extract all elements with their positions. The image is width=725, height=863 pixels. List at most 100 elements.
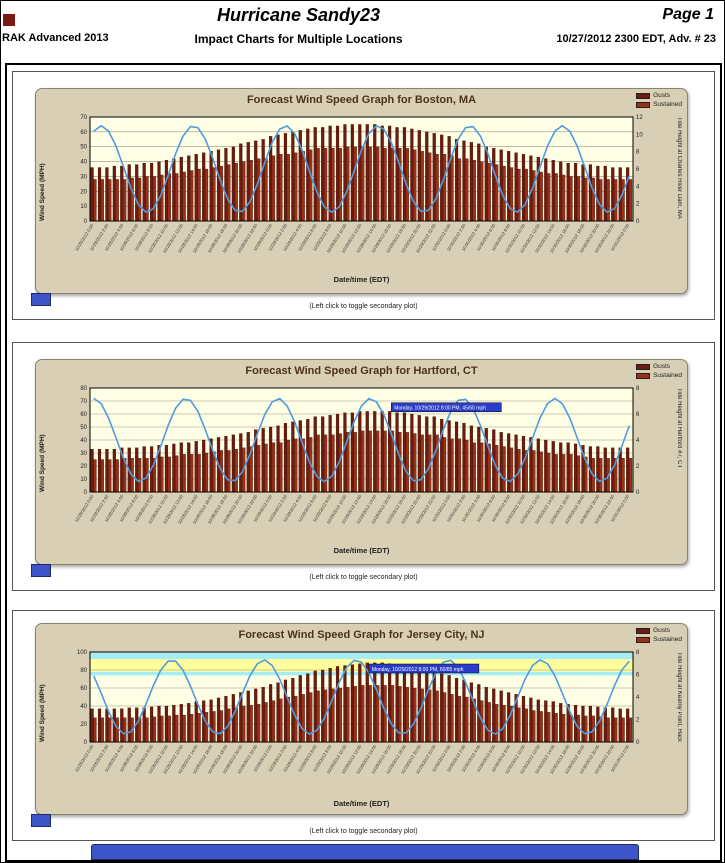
advisory-datetime: 10/27/2012 2300 EDT, Adv. # 23 bbox=[556, 33, 716, 45]
y-axis-label-left: Wind Speed (MPH) bbox=[39, 684, 46, 742]
report-title: Hurricane Sandy23 bbox=[216, 5, 381, 25]
sustained-swatch-icon bbox=[636, 372, 651, 379]
chart-caption: (Left click to toggle secondary plot) bbox=[309, 303, 418, 310]
y-axis-label-left: Wind Speed (MPH) bbox=[39, 163, 46, 221]
chart-caption: (Left click to toggle secondary plot) bbox=[309, 574, 418, 581]
svg-text:12: 12 bbox=[636, 115, 643, 121]
svg-text:40: 40 bbox=[80, 438, 87, 444]
svg-text:0: 0 bbox=[84, 740, 88, 746]
panel-corner-button[interactable] bbox=[31, 564, 51, 577]
wind-speed-chart-boston[interactable]: 0 10 20 30 40 50 60 70 0 2 4 6 8 10 12 10/28/2012 0:00 1… bbox=[36, 89, 687, 293]
y-axis-label-right: Tide Height at Hartford #7, CT bbox=[676, 388, 682, 469]
svg-text:40: 40 bbox=[80, 160, 87, 166]
chart-section-hartford: 0 10 20 30 40 50 60 70 80 0 2 4 6 8 10/28/2012 0:00 10/… bbox=[12, 342, 715, 591]
legend-label-sustained: Sustained bbox=[653, 100, 682, 108]
svg-text:80: 80 bbox=[80, 668, 87, 674]
svg-text:8: 8 bbox=[636, 650, 640, 656]
y-axis-label-right: Tide Height at Kearny Point, Hackensack … bbox=[676, 652, 682, 742]
chart-caption: (Left click to toggle secondary plot) bbox=[309, 828, 418, 835]
page-header: Hurricane Sandy23 Impact Charts for Mult… bbox=[1, 1, 724, 63]
sustained-swatch-icon bbox=[636, 101, 651, 108]
svg-text:6: 6 bbox=[636, 673, 640, 679]
chart-title: Forecast Wind Speed Graph for Jersey Cit… bbox=[238, 629, 485, 641]
legend-item-gusts: Gusts bbox=[636, 92, 682, 100]
gusts-swatch-icon bbox=[636, 93, 651, 100]
chart-legend: Gusts Sustained bbox=[636, 92, 682, 110]
legend-label-gusts: Gusts bbox=[653, 627, 671, 634]
chart-panel-jersey-city: 0 20 40 60 80 100 0 2 4 6 8 10/28/2012 0:00 10/28/20… bbox=[35, 623, 688, 815]
svg-text:20: 20 bbox=[80, 722, 87, 728]
svg-text:50: 50 bbox=[80, 145, 87, 151]
svg-text:6: 6 bbox=[636, 167, 640, 173]
wind-speed-chart-hartford[interactable]: 0 10 20 30 40 50 60 70 80 0 2 4 6 8 10/28/2012 0:00 10/… bbox=[36, 360, 687, 564]
svg-text:Monday, 10/29/2012 8:00 PM, 45: Monday, 10/29/2012 8:00 PM, 45/60 mph bbox=[394, 406, 486, 412]
partial-bottom-panel[interactable] bbox=[91, 844, 639, 860]
svg-text:2: 2 bbox=[636, 718, 640, 724]
svg-text:60: 60 bbox=[80, 130, 87, 136]
chart-section-jersey-city: 0 20 40 60 80 100 0 2 4 6 8 10/28/2012 0:00 10/28/20… bbox=[12, 610, 715, 841]
chart-panel-hartford: 0 10 20 30 40 50 60 70 80 0 2 4 6 8 10/28/2012 0:00 10/… bbox=[35, 359, 688, 565]
svg-text:4: 4 bbox=[636, 695, 640, 701]
x-axis-label: Date/time (EDT) bbox=[333, 799, 390, 808]
svg-text:60: 60 bbox=[80, 686, 87, 692]
svg-text:2: 2 bbox=[636, 202, 640, 208]
legend-item-sustained: Sustained bbox=[636, 371, 682, 380]
svg-text:8: 8 bbox=[636, 150, 640, 156]
page-number: Page 1 bbox=[662, 6, 714, 23]
svg-text:4: 4 bbox=[636, 438, 640, 444]
svg-text:2: 2 bbox=[636, 464, 640, 470]
legend-item-gusts: Gusts bbox=[636, 363, 682, 371]
charts-frame: 0 10 20 30 40 50 60 70 0 2 4 6 8 10 12 10/28/2012 0:00 1… bbox=[5, 63, 722, 862]
chart-panel-boston: 0 10 20 30 40 50 60 70 0 2 4 6 8 10 12 10/28/2012 0:00 1… bbox=[35, 88, 688, 294]
x-axis-label: Date/time (EDT) bbox=[333, 275, 390, 284]
legend-label-sustained: Sustained bbox=[653, 635, 682, 643]
x-axis-label: Date/time (EDT) bbox=[333, 546, 390, 555]
svg-text:70: 70 bbox=[80, 399, 87, 405]
svg-text:70: 70 bbox=[80, 115, 87, 121]
svg-text:0: 0 bbox=[636, 219, 640, 225]
svg-text:50: 50 bbox=[80, 425, 87, 431]
legend-label-gusts: Gusts bbox=[653, 363, 671, 370]
y-axis-label-right: Tide Height at Charles River Dam, MA bbox=[676, 117, 682, 219]
legend-label-sustained: Sustained bbox=[653, 371, 682, 379]
svg-text:0: 0 bbox=[84, 219, 88, 225]
svg-text:6: 6 bbox=[636, 412, 640, 418]
svg-text:30: 30 bbox=[80, 451, 87, 457]
legend-item-gusts: Gusts bbox=[636, 627, 682, 635]
svg-text:Monday, 10/29/2012 8:00 PM, 60: Monday, 10/29/2012 8:00 PM, 60/85 mph bbox=[372, 667, 464, 673]
svg-text:0: 0 bbox=[84, 490, 88, 496]
chart-legend: Gusts Sustained bbox=[636, 627, 682, 645]
svg-text:20: 20 bbox=[80, 464, 87, 470]
svg-text:40: 40 bbox=[80, 704, 87, 710]
report-subtitle: Impact Charts for Multiple Locations bbox=[194, 32, 403, 46]
svg-text:20: 20 bbox=[80, 189, 87, 195]
svg-text:80: 80 bbox=[80, 386, 87, 392]
gusts-swatch-icon bbox=[636, 628, 651, 635]
panel-corner-button[interactable] bbox=[31, 293, 51, 306]
app-name-label: RAK Advanced 2013 bbox=[2, 32, 109, 44]
svg-text:100: 100 bbox=[77, 650, 88, 656]
app-logo-icon bbox=[3, 14, 15, 26]
sustained-swatch-icon bbox=[636, 636, 651, 643]
svg-text:60: 60 bbox=[80, 412, 87, 418]
chart-section-boston: 0 10 20 30 40 50 60 70 0 2 4 6 8 10 12 10/28/2012 0:00 1… bbox=[12, 71, 715, 320]
gusts-swatch-icon bbox=[636, 364, 651, 371]
svg-text:10: 10 bbox=[80, 204, 87, 210]
legend-label-gusts: Gusts bbox=[653, 92, 671, 99]
svg-text:8: 8 bbox=[636, 386, 640, 392]
wind-speed-chart-jersey-city[interactable]: 0 20 40 60 80 100 0 2 4 6 8 10/28/2012 0:00 10/28/20… bbox=[36, 624, 687, 814]
svg-text:4: 4 bbox=[636, 184, 640, 190]
svg-text:30: 30 bbox=[80, 174, 87, 180]
legend-item-sustained: Sustained bbox=[636, 100, 682, 109]
panel-corner-button[interactable] bbox=[31, 814, 51, 827]
svg-text:10: 10 bbox=[80, 477, 87, 483]
chart-title: Forecast Wind Speed Graph for Hartford, … bbox=[245, 365, 478, 377]
svg-text:0: 0 bbox=[636, 740, 640, 746]
svg-text:10: 10 bbox=[636, 132, 643, 138]
svg-text:0: 0 bbox=[636, 490, 640, 496]
chart-legend: Gusts Sustained bbox=[636, 363, 682, 381]
legend-item-sustained: Sustained bbox=[636, 635, 682, 644]
y-axis-label-left: Wind Speed (MPH) bbox=[39, 434, 46, 492]
chart-title: Forecast Wind Speed Graph for Boston, MA bbox=[246, 94, 477, 106]
